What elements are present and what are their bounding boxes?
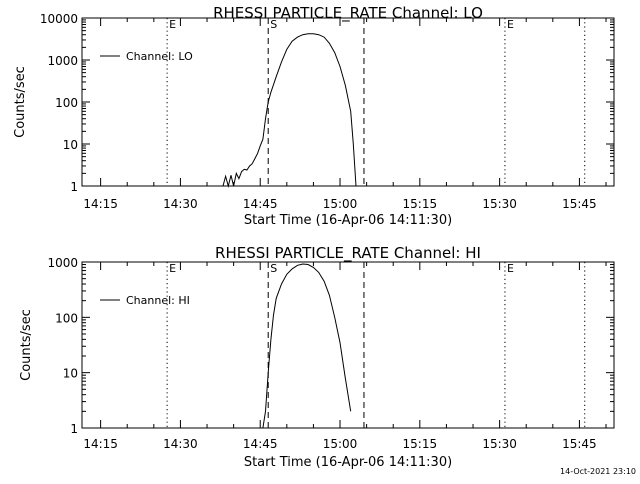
y-tick-label: 100: [55, 96, 78, 110]
marker-label: S: [270, 262, 277, 275]
y-axis-label: Counts/sec: [13, 66, 28, 138]
x-tick-label: 15:15: [403, 437, 438, 451]
marker-label: E: [507, 18, 514, 31]
x-tick-label: 14:30: [163, 437, 198, 451]
marker-label: S: [270, 18, 277, 31]
footer-timestamp: 14-Oct-2021 23:10: [560, 467, 636, 476]
y-tick-label: 1000: [47, 256, 78, 270]
x-tick-label: 14:15: [83, 197, 118, 211]
x-tick-label: 15:45: [562, 197, 597, 211]
y-tick-label: 100: [55, 311, 78, 325]
panel-hi: RHESSI PARTICLE_RATE Channel: HI 14:15 14:…: [19, 244, 615, 470]
x-tick-label: 14:45: [243, 437, 278, 451]
y-tick-label: 10: [63, 367, 78, 381]
y-tick-label: 10: [63, 138, 78, 152]
x-tick-label: 15:45: [562, 437, 597, 451]
plot-frame: [81, 17, 615, 187]
x-tick-label: 14:15: [83, 437, 118, 451]
marker-label: E: [169, 18, 176, 31]
plot-frame: [81, 261, 615, 429]
y-tick-label: 10000: [40, 12, 78, 26]
x-tick-label: 15:15: [403, 197, 438, 211]
x-tick-label: 14:30: [163, 197, 198, 211]
y-tick-label: 1000: [47, 54, 78, 68]
chart-title: RHESSI PARTICLE_RATE Channel: LO: [213, 4, 483, 23]
marker-label: E: [507, 262, 514, 275]
panel-lo: RHESSI PARTICLE_RATE Channel: LO 14:15 14:…: [13, 4, 615, 228]
y-tick-label: 1: [70, 180, 78, 194]
x-tick-label: 15:00: [323, 437, 358, 451]
x-axis-label: Start Time (16-Apr-06 14:11:30): [244, 213, 452, 228]
x-tick-label: 14:45: [243, 197, 278, 211]
legend-entry: Channel: HI: [126, 294, 190, 307]
y-axis-label: Counts/sec: [19, 309, 34, 381]
marker-label: E: [169, 262, 176, 275]
x-tick-label: 15:30: [482, 437, 517, 451]
legend-entry: Channel: LO: [126, 50, 193, 63]
y-tick-label: 1: [70, 422, 78, 436]
chart-title: RHESSI PARTICLE_RATE Channel: HI: [215, 244, 481, 263]
x-tick-label: 15:30: [482, 197, 517, 211]
x-tick-label: 15:00: [323, 197, 358, 211]
series-line: [262, 263, 352, 429]
x-axis-label: Start Time (16-Apr-06 14:11:30): [244, 455, 452, 470]
series-line: [222, 33, 357, 188]
